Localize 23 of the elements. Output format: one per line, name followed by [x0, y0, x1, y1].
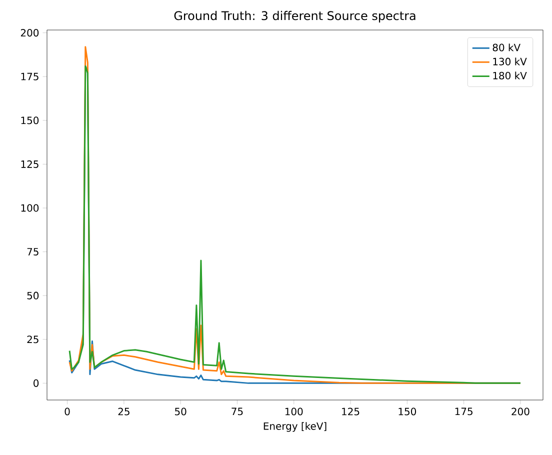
- y-tick-label: 100: [21, 204, 39, 212]
- x-tick-label: 25: [118, 408, 130, 416]
- y-tick-label: 75: [27, 248, 38, 256]
- y-tick-label: 25: [27, 336, 38, 344]
- x-tick-label: 100: [285, 408, 303, 416]
- y-tick-label: 125: [21, 160, 38, 168]
- legend-label: 180 kV: [493, 72, 527, 80]
- x-tick-label: 200: [512, 408, 530, 416]
- x-tick-label: 175: [455, 408, 472, 416]
- y-tick-label: 150: [21, 116, 39, 124]
- x-tick-label: 75: [232, 408, 243, 416]
- x-tick-label: 0: [64, 408, 70, 416]
- x-tick-label: 150: [398, 408, 416, 416]
- x-tick-label: 50: [175, 408, 186, 416]
- legend-label: 130 kV: [493, 58, 527, 66]
- y-tick-label: 200: [20, 29, 39, 37]
- chart-title: Ground Truth: 3 different Source spectra: [174, 10, 416, 22]
- x-axis-title: Energy [keV]: [264, 422, 326, 432]
- y-tick-label: 50: [27, 292, 39, 300]
- x-tick-label: 125: [342, 408, 360, 416]
- y-tick-label: 175: [21, 72, 38, 80]
- legend-label: 80 kV: [492, 44, 520, 52]
- y-tick-label: 0: [34, 379, 39, 387]
